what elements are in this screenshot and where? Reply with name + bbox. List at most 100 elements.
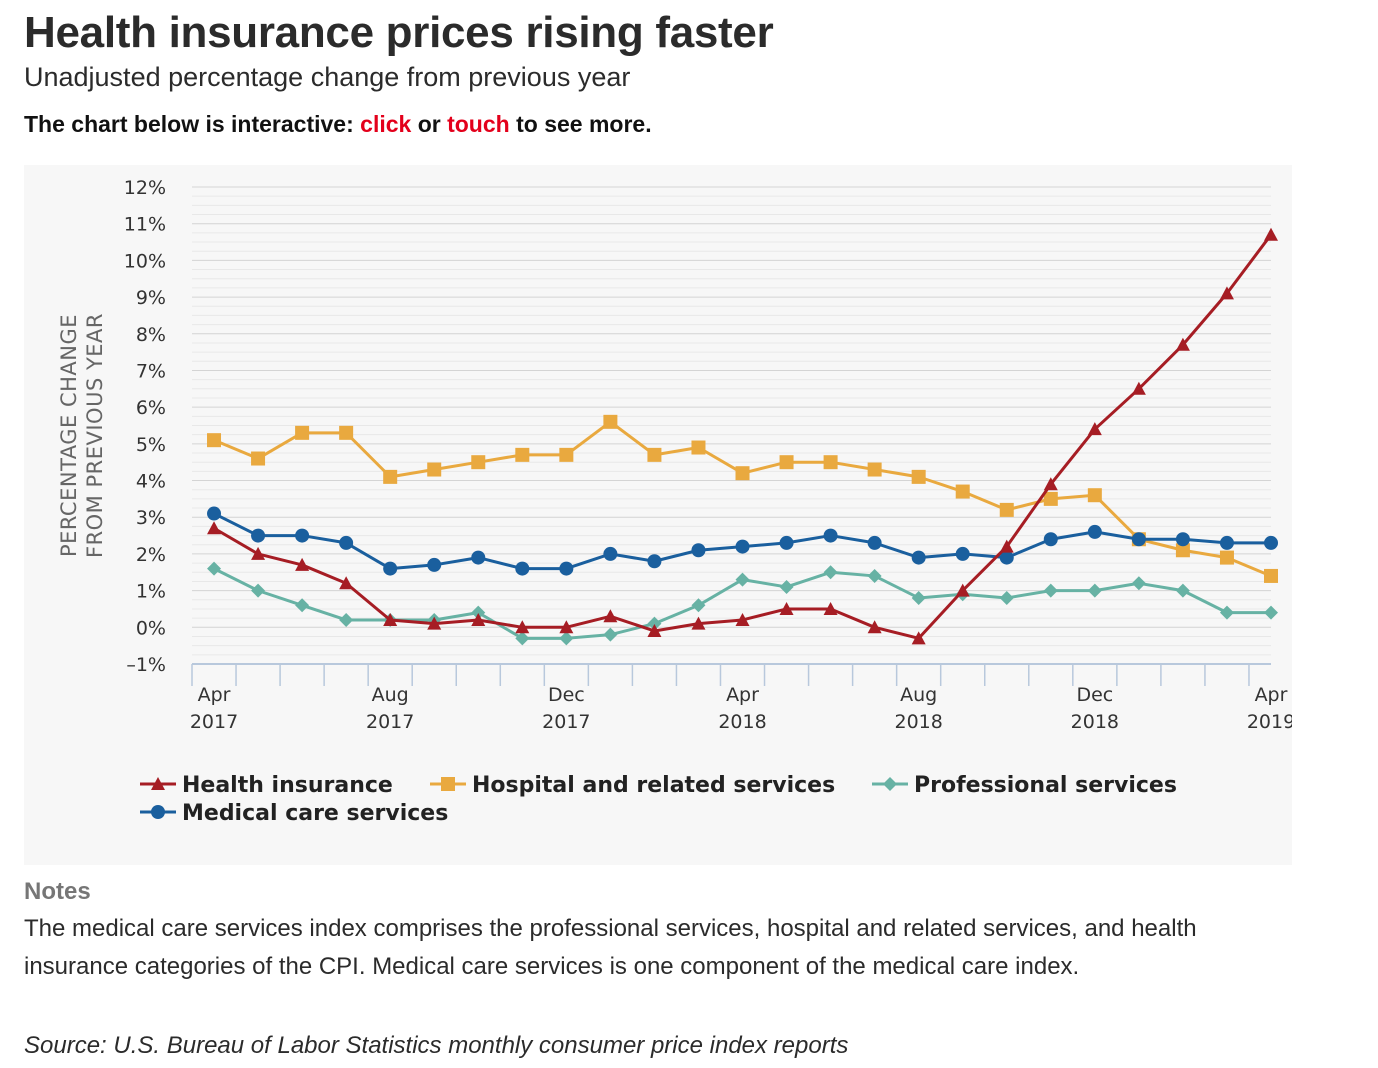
y-tick-label: 0% [136, 617, 166, 639]
data-point-hospital-and-related-services [339, 425, 354, 440]
legend-item-professional-services[interactable]: Professional services [872, 773, 1177, 798]
data-point-hospital-and-related-services [867, 462, 882, 477]
data-point-hospital-and-related-services [735, 466, 750, 481]
data-point-professional-services [1264, 605, 1278, 620]
data-point-medical-care-services [295, 528, 310, 543]
data-point-professional-services [603, 627, 618, 642]
data-point-medical-care-services [911, 550, 926, 565]
x-tick-label-month: Apr [198, 684, 231, 706]
x-tick-label-month: Dec [548, 684, 585, 706]
legend-label: Health insurance [182, 773, 393, 798]
data-point-professional-services [515, 631, 530, 646]
x-tick-label-year: 2017 [542, 711, 590, 733]
data-point-professional-services [207, 561, 222, 576]
data-point-hospital-and-related-services [1219, 550, 1234, 565]
interactive-hint-click: click [360, 111, 412, 137]
y-tick-label: 11% [124, 214, 166, 236]
x-tick-label-month: Apr [1255, 684, 1288, 706]
y-tick-label: –1% [126, 654, 166, 676]
interactive-hint-or: or [411, 111, 448, 137]
y-tick-label: 1% [136, 581, 166, 603]
data-point-hospital-and-related-services [1043, 491, 1058, 506]
x-tick-label-year: 2018 [1071, 711, 1119, 733]
data-point-professional-services [471, 605, 486, 620]
data-point-medical-care-services [207, 506, 222, 521]
data-point-medical-care-services [647, 554, 662, 569]
data-point-professional-services [1087, 583, 1102, 598]
data-point-health-insurance [559, 620, 574, 634]
data-point-health-insurance [1175, 337, 1190, 351]
data-point-medical-care-services [427, 557, 442, 572]
line-chart[interactable]: –1% 0% 1% 2% 3% 4% 5% 6% 7% 8% 9% 10% 11% 12% Apr 2017 A… [24, 165, 1292, 865]
data-point-hospital-and-related-services [471, 455, 486, 470]
legend-item-health-insurance[interactable]: Health insurance [140, 773, 393, 798]
data-point-professional-services [1175, 583, 1190, 598]
y-tick-label: 8% [136, 324, 166, 346]
data-point-hospital-and-related-services [603, 414, 618, 429]
data-point-health-insurance [735, 612, 750, 626]
legend-item-medical-care-services[interactable]: Medical care services [140, 801, 448, 826]
data-point-professional-services [999, 590, 1014, 605]
data-point-health-insurance [427, 616, 442, 630]
legend-label: Medical care services [182, 801, 448, 826]
data-point-health-insurance [1087, 422, 1102, 436]
data-point-hospital-and-related-services [559, 447, 574, 462]
x-tick-label-year: 2017 [190, 711, 238, 733]
legend-marker [883, 777, 897, 791]
data-point-hospital-and-related-services [647, 447, 662, 462]
y-tick-label: 3% [136, 507, 166, 529]
data-point-medical-care-services [1219, 535, 1234, 550]
data-point-professional-services [1219, 605, 1234, 620]
data-point-medical-care-services [1043, 532, 1058, 547]
series-professional-services [207, 561, 1278, 646]
data-point-health-insurance [1219, 286, 1234, 300]
data-point-medical-care-services [251, 528, 266, 543]
data-point-health-insurance [955, 583, 970, 597]
x-tick-label-year: 2019 [1247, 711, 1292, 733]
legend-marker [151, 805, 165, 819]
data-point-hospital-and-related-services [691, 440, 706, 455]
y-tick-label: 2% [136, 544, 166, 566]
y-axis-title-line: PERCENTAGE CHANGE [57, 314, 81, 557]
x-tick-label-month: Aug [372, 684, 409, 706]
data-point-medical-care-services [955, 546, 970, 561]
data-point-hospital-and-related-services [1264, 568, 1278, 583]
data-point-professional-services [295, 598, 310, 613]
data-point-professional-services [339, 612, 354, 627]
data-point-hospital-and-related-services [779, 455, 794, 470]
data-point-medical-care-services [867, 535, 882, 550]
data-point-health-insurance [339, 576, 354, 590]
series-medical-care-services [207, 506, 1278, 576]
y-tick-label: 12% [124, 177, 166, 199]
data-point-health-insurance [1131, 381, 1146, 395]
chart-panel[interactable]: –1% 0% 1% 2% 3% 4% 5% 6% 7% 8% 9% 10% 11% 12% Apr 2017 A… [24, 165, 1292, 865]
data-point-medical-care-services [823, 528, 838, 543]
data-point-medical-care-services [1087, 524, 1102, 539]
legend-item-hospital-and-related-services[interactable]: Hospital and related services [430, 773, 835, 798]
data-point-professional-services [251, 583, 266, 598]
data-point-health-insurance [1264, 227, 1278, 241]
y-axis-title-line: FROM PREVIOUS YEAR [83, 313, 107, 558]
data-point-health-insurance [1043, 477, 1058, 491]
data-point-medical-care-services [1175, 532, 1190, 547]
data-point-medical-care-services [471, 550, 486, 565]
data-point-professional-services [823, 565, 838, 580]
data-point-medical-care-services [1264, 535, 1278, 550]
data-point-medical-care-services [559, 561, 574, 576]
data-point-hospital-and-related-services [427, 462, 442, 477]
data-point-hospital-and-related-services [911, 469, 926, 484]
data-point-medical-care-services [339, 535, 354, 550]
data-point-medical-care-services [999, 550, 1014, 565]
data-point-health-insurance [383, 612, 398, 626]
data-point-health-insurance [911, 631, 926, 645]
interactive-hint-prefix: The chart below is interactive: [24, 111, 361, 137]
data-point-hospital-and-related-services [383, 469, 398, 484]
data-point-health-insurance [295, 557, 310, 571]
data-point-professional-services [647, 616, 662, 631]
data-point-medical-care-services [735, 539, 750, 554]
data-point-medical-care-services [383, 561, 398, 576]
legend-label: Hospital and related services [472, 773, 835, 798]
legend-marker [151, 777, 165, 790]
data-point-medical-care-services [1131, 532, 1146, 547]
data-point-hospital-and-related-services [999, 502, 1014, 517]
